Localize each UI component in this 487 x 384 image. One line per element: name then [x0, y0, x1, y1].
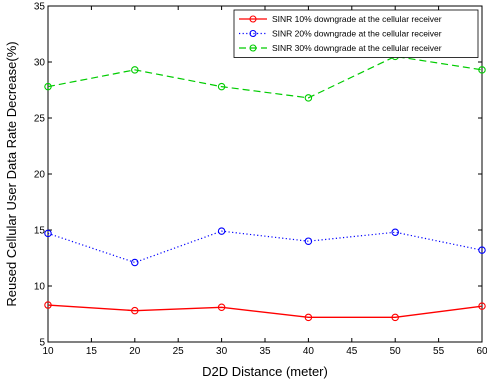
x-tick-label: 55: [433, 346, 445, 357]
legend-entry: SINR 10% downgrade at the cellular recei…: [239, 14, 442, 24]
data-point: [44, 229, 52, 238]
legend-label: SINR 20% downgrade at the cellular recei…: [272, 29, 442, 39]
legend-marker: [249, 29, 257, 38]
data-point: [478, 246, 486, 254]
x-tick-label: 25: [173, 346, 185, 357]
y-tick-label: 15: [34, 226, 46, 237]
y-tick-label: 25: [34, 114, 46, 125]
y-tick-label: 35: [34, 2, 46, 13]
legend-marker: [249, 44, 257, 52]
series-1: [44, 301, 486, 322]
legend-box: [233, 9, 479, 58]
data-point: [391, 313, 399, 322]
data-point: [391, 228, 399, 236]
series-2: [44, 227, 486, 267]
legend-label: SINR 30% downgrade at the cellular recei…: [272, 43, 442, 53]
data-point: [131, 258, 139, 267]
y-tick-label: 5: [39, 338, 45, 349]
data-point: [217, 303, 226, 312]
data-point: [217, 227, 226, 235]
x-tick-label: 10: [42, 346, 54, 357]
legend-entry: SINR 20% downgrade at the cellular recei…: [239, 29, 442, 39]
series-line: [47, 55, 483, 99]
y-tick-label: 30: [34, 58, 46, 69]
data-point: [131, 306, 139, 315]
legend-label: SINR 10% downgrade at the cellular recei…: [272, 14, 442, 24]
series-layer: [44, 52, 486, 322]
data-point: [44, 82, 52, 91]
x-tick-label: 40: [303, 346, 315, 357]
data-point: [304, 313, 313, 322]
x-tick-label: 20: [129, 346, 141, 357]
plot-area: [47, 5, 483, 343]
data-point: [478, 66, 486, 74]
y-tick-label: 20: [34, 170, 46, 181]
legend-marker: [249, 15, 257, 23]
x-tick-label: 15: [86, 346, 98, 357]
data-point: [478, 302, 486, 310]
y-tick-label: 10: [34, 282, 46, 293]
x-tick-label: 50: [390, 346, 402, 357]
data-point: [217, 82, 226, 91]
y-axis-label: Reused Cellular User Data Rate Decrease(…: [4, 41, 19, 306]
x-tick-label: 30: [216, 346, 228, 357]
x-tick-label: 60: [476, 346, 487, 357]
x-tick-label: 45: [346, 346, 358, 357]
x-axis-label: D2D Distance (meter): [202, 364, 328, 379]
series-line: [47, 230, 483, 264]
legend: SINR 10% downgrade at the cellular recei…: [233, 9, 479, 58]
data-point: [304, 237, 313, 245]
legend-entry: SINR 30% downgrade at the cellular recei…: [239, 43, 442, 53]
data-point: [44, 301, 52, 309]
data-point: [304, 94, 313, 102]
series-line: [47, 304, 483, 319]
data-point: [131, 66, 139, 74]
x-tick-label: 35: [259, 346, 271, 357]
